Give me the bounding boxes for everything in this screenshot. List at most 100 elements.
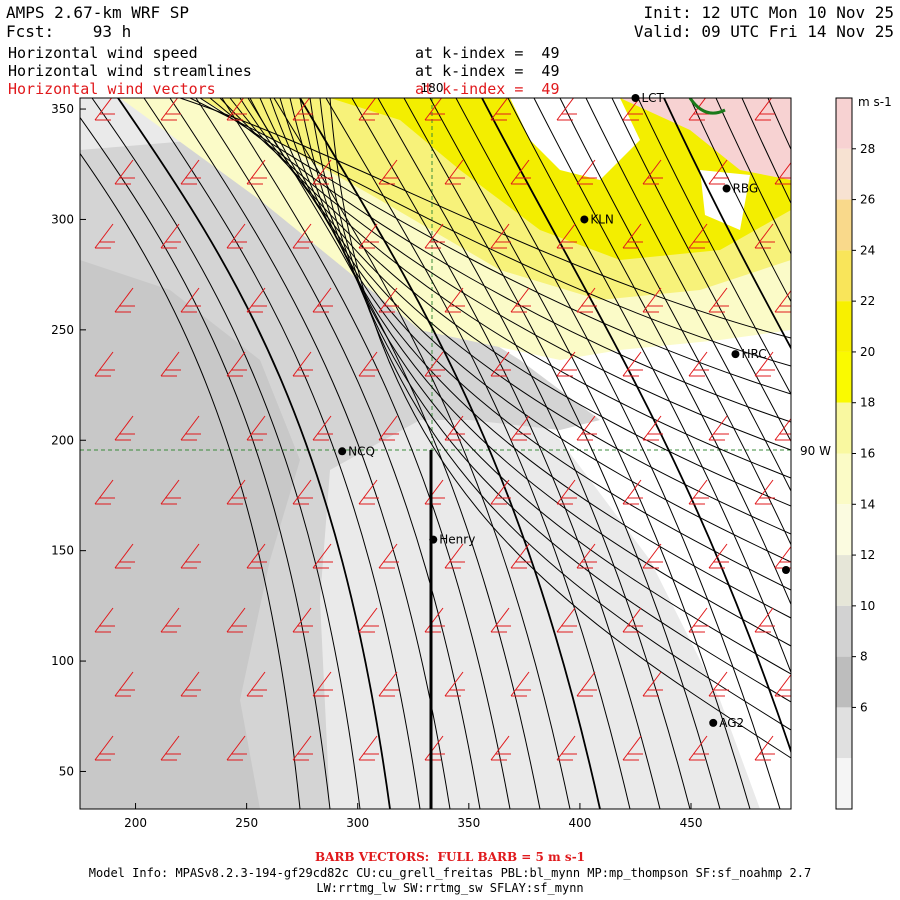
wind-barb [114, 287, 135, 313]
wind-barb [246, 671, 267, 697]
wind-barb [94, 98, 115, 121]
wind-barb [160, 98, 181, 121]
colorbar-label: 6 [860, 700, 868, 714]
streamline [239, 98, 791, 507]
wind-barb [688, 607, 709, 633]
wind-barb [358, 351, 379, 377]
wind-barb [358, 98, 379, 121]
wind-barb [180, 159, 201, 185]
streamline [117, 98, 391, 809]
wind-barb [688, 351, 709, 377]
model-title: AMPS 2.67-km WRF SP [6, 3, 190, 22]
streamline [247, 98, 541, 809]
streamline [169, 98, 451, 809]
streamline [351, 98, 661, 809]
colorbar-swatch [836, 707, 852, 759]
wind-barb [490, 223, 511, 249]
y-axis: 350 300 250 200 150 100 50 [51, 102, 86, 778]
wind-barb [754, 98, 775, 121]
wind-barb [358, 607, 379, 633]
station-label: RBG [733, 182, 759, 196]
wind-barb [642, 543, 663, 569]
wind-barb [94, 479, 115, 505]
wind-barb [754, 607, 775, 633]
wind-barb [774, 289, 791, 313]
wind-barb [444, 287, 465, 313]
wind-barb [226, 98, 247, 121]
wind-barb [622, 735, 643, 761]
station-marker [338, 447, 347, 456]
wind-barb [754, 735, 775, 761]
plot-frame [79, 97, 792, 810]
wind-barb [312, 287, 333, 313]
wind-barb [312, 159, 333, 185]
wind-barb [444, 671, 465, 697]
wind-barb [708, 671, 729, 697]
colorbar-swatch [836, 402, 852, 454]
wind-barb [556, 735, 577, 761]
wind-barb [576, 287, 597, 313]
y-tick-label: 300 [51, 212, 74, 226]
wind-barb [708, 543, 729, 569]
y-tick-label: 150 [51, 544, 74, 558]
wind-barb [358, 479, 379, 505]
wind-barb [510, 287, 531, 313]
meridian-label: 180 [421, 81, 444, 95]
colorbar-swatch [836, 98, 852, 149]
colorbar-swatch [836, 453, 852, 505]
wind-barb [180, 415, 201, 441]
wind-barb [688, 479, 709, 505]
wind-barb [444, 159, 465, 185]
wind-barb [180, 287, 201, 313]
streamline [377, 98, 691, 809]
station-marker [429, 535, 438, 544]
wind-barb [576, 671, 597, 697]
streamline [403, 98, 721, 809]
x-tick-label: 300 [346, 816, 369, 830]
wind-barb [622, 223, 643, 249]
wind-barb [774, 417, 791, 441]
parallel-label: 90 W [800, 444, 831, 458]
forecast-hour: Fcst: 93 h [6, 22, 132, 41]
wind-barb [774, 161, 791, 185]
colorbar-label: 26 [860, 193, 875, 207]
wind-barb [378, 671, 399, 697]
wind-barb [754, 479, 775, 505]
speed-shade-dark-gray [80, 260, 300, 809]
wind-barb [94, 735, 115, 761]
streamlines [80, 98, 791, 809]
colorbar-label: 24 [860, 243, 875, 257]
wind-barb [180, 543, 201, 569]
streamline [559, 98, 791, 546]
wind-barb [292, 98, 313, 121]
wind-barb [642, 287, 663, 313]
wind-barb [358, 223, 379, 249]
colorbar-label: 8 [860, 650, 868, 664]
field-label-speed: Horizontal wind speed [8, 44, 198, 62]
wind-barb [444, 415, 465, 441]
streamline [429, 98, 751, 809]
station-label: KLN [590, 212, 614, 226]
wind-barb [490, 735, 511, 761]
streamline [249, 98, 791, 535]
y-tick-label: 50 [59, 764, 74, 778]
colorbar-label: 10 [860, 599, 875, 613]
wind-barb [556, 98, 577, 121]
streamline [91, 98, 361, 809]
x-tick-label: 250 [235, 816, 258, 830]
colorbar-unit: m s-1 [858, 95, 892, 109]
wind-barb [114, 671, 135, 697]
wind-barb [378, 415, 399, 441]
wind-barb [246, 415, 267, 441]
init-time: Init: 12 UTC Mon 10 Nov 25 [643, 3, 894, 22]
wind-barb [576, 543, 597, 569]
colorbar-label: 16 [860, 447, 875, 461]
wind-barb [490, 479, 511, 505]
wind-barb [708, 287, 729, 313]
wind-barb [246, 159, 267, 185]
colorbar-swatch [836, 351, 852, 403]
station-marker [722, 184, 731, 193]
wind-barb [94, 351, 115, 377]
colorbar-label: 12 [860, 548, 875, 562]
streamline [663, 98, 791, 350]
